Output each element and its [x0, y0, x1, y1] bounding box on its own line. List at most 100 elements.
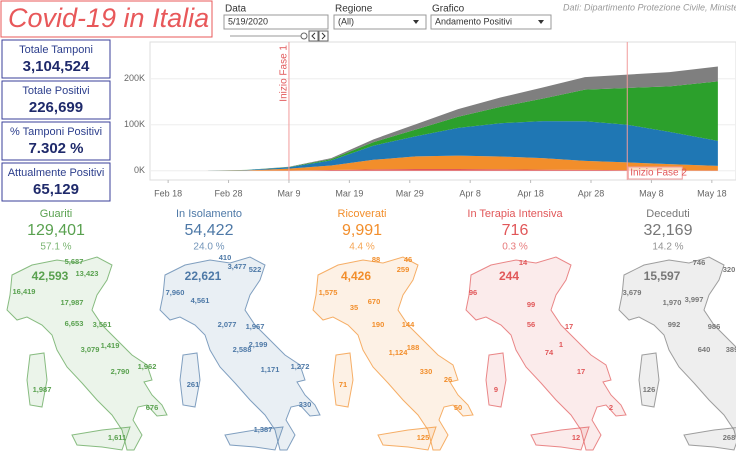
map-value: 54,422	[185, 222, 234, 239]
region-label: 4,426	[341, 269, 371, 283]
map-value: 32,169	[644, 222, 693, 239]
map-value: 716	[502, 222, 529, 239]
annotation: Inizio Fase 2	[630, 168, 687, 179]
date-input[interactable]	[223, 14, 329, 30]
x-tick-label: Mar 9	[277, 188, 300, 198]
area-series	[204, 81, 718, 171]
region-shape	[71, 426, 131, 451]
region-label: 17	[577, 367, 585, 376]
area-series	[204, 121, 718, 171]
map-title: Deceduti	[646, 208, 689, 220]
region-label: 268	[723, 433, 736, 442]
filter-label: Grafico	[432, 4, 465, 15]
title-box	[0, 0, 213, 38]
region-shape	[377, 426, 437, 451]
region-label: 670	[368, 297, 381, 306]
region-shape	[530, 426, 590, 451]
dropdown-arrow	[413, 20, 419, 24]
region-label: 42,593	[32, 269, 69, 283]
region-label: 330	[420, 367, 433, 376]
region-shape	[332, 352, 354, 408]
region-shape	[179, 352, 201, 408]
region-label: 35	[350, 303, 358, 312]
x-tick-label: Feb 28	[215, 188, 243, 198]
region-label: 261	[187, 380, 200, 389]
region-shape	[485, 352, 507, 408]
region-label: 125	[417, 433, 430, 442]
kpi-box	[1, 162, 111, 202]
region-label: 3,997	[685, 295, 704, 304]
region-label: 2	[609, 403, 613, 412]
kpi-box	[1, 80, 111, 120]
y-tick-label: 0K	[134, 165, 145, 175]
region-label: 1,611	[108, 433, 126, 442]
region-shape	[312, 256, 474, 451]
region-label: 992	[668, 320, 681, 329]
x-tick-label: Feb 18	[154, 188, 182, 198]
region-label: 676	[146, 403, 159, 412]
kpi-value: 3,104,524	[23, 58, 90, 75]
region-label: 126	[643, 385, 656, 394]
map-value: 9,991	[342, 222, 382, 239]
region-label: 7,960	[166, 288, 185, 297]
region-label: 3,679	[623, 288, 642, 297]
region-label: 259	[397, 265, 410, 274]
region-label: 1,419	[101, 341, 120, 350]
chart-dropdown[interactable]	[430, 14, 552, 30]
region-label: 244	[499, 269, 519, 283]
region-label: 16,419	[13, 287, 36, 296]
x-tick-label: May 8	[639, 188, 664, 198]
region-shape	[618, 256, 736, 441]
slider-prev[interactable]	[308, 30, 319, 42]
filter-value: (All)	[338, 16, 354, 26]
region-shape	[465, 256, 627, 451]
region-label: 88	[372, 255, 380, 264]
filter-label: Data	[225, 4, 247, 15]
region-label: 2,077	[218, 320, 237, 329]
region-label: 13,423	[76, 269, 99, 278]
region-label: 14	[519, 258, 528, 267]
region-label: 12	[572, 433, 580, 442]
region-dropdown[interactable]	[333, 14, 427, 30]
region-label: 522	[249, 265, 262, 274]
filter-value: 5/19/2020	[228, 16, 268, 26]
region-label: 71	[339, 380, 347, 389]
annotation-bg	[627, 166, 683, 180]
region-label: 1,987	[33, 385, 52, 394]
source: Dati: Dipartimento Protezione Civile, Mi…	[563, 2, 736, 12]
map: 244 96 99 56 74 17 17 14 12 9 2 1	[465, 256, 627, 451]
area-series	[204, 66, 718, 171]
region-label: 26	[444, 375, 452, 384]
region-shape	[26, 352, 48, 408]
kpi-box	[1, 121, 111, 161]
area-series	[204, 168, 718, 171]
region-label: 99	[527, 300, 535, 309]
map-title: In Terapia Intensiva	[467, 208, 563, 220]
region-label: 2,588	[233, 345, 252, 354]
region-label: 3,561	[93, 320, 112, 329]
region-label: 96	[469, 288, 477, 297]
region-label: 1,272	[291, 362, 310, 371]
title: Covid-19 in Italia	[8, 3, 209, 33]
x-tick-label: Apr 18	[517, 188, 544, 198]
region-label: 74	[545, 348, 554, 357]
region-label: 1,970	[663, 298, 682, 307]
region-label: 6,653	[65, 319, 84, 328]
region-label: 1,124	[389, 348, 409, 357]
region-shape	[6, 256, 168, 451]
region-label: 15,597	[644, 269, 681, 283]
region-label: 144	[402, 320, 415, 329]
region-label: 3,079	[81, 345, 100, 354]
region-label: 3,477	[228, 262, 247, 271]
kpi-value: 65,129	[33, 181, 79, 198]
region-label: 5,687	[65, 257, 84, 266]
region-label: 4,561	[191, 296, 210, 305]
slider-handle[interactable]	[300, 32, 308, 40]
map: 42,593 13,423 16,419 5,687 17,987 6,653 3,561 3…	[6, 256, 168, 451]
map-pct: 4.4 %	[349, 242, 375, 253]
slider-next[interactable]	[318, 30, 329, 42]
region-label: 986	[708, 322, 721, 331]
